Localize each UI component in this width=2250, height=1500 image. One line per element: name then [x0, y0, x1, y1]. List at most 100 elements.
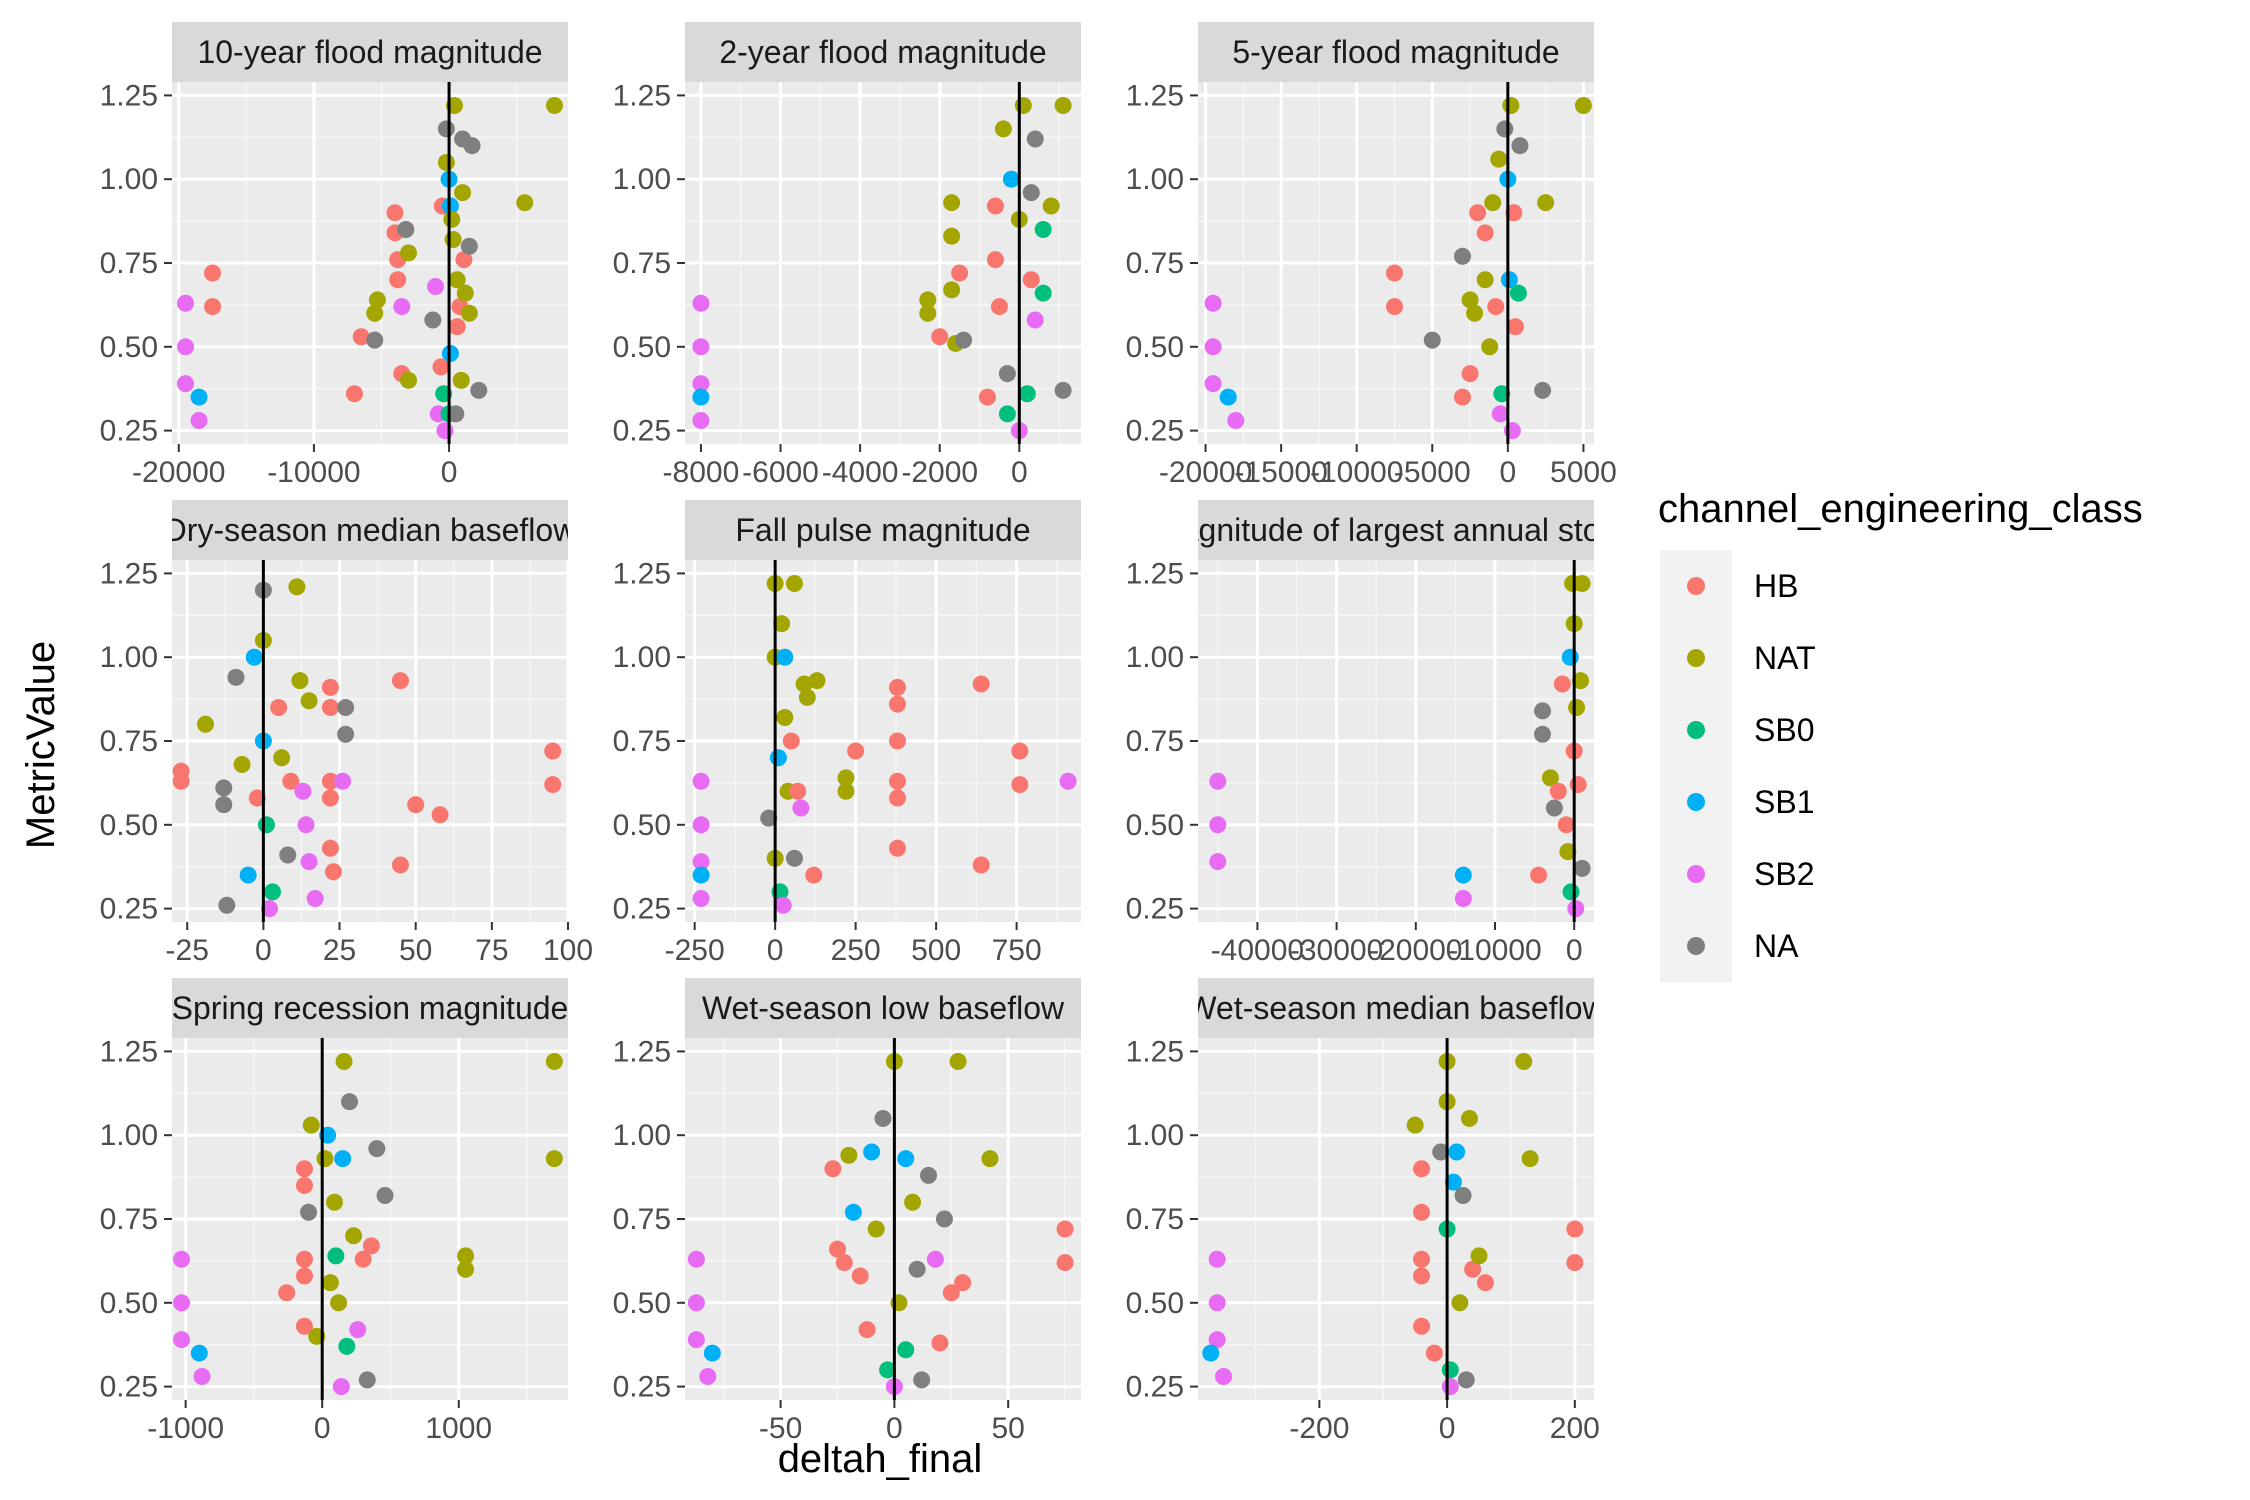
y-tick-label: 1.25	[1126, 557, 1184, 590]
data-point-na	[785, 849, 803, 867]
facet-title: Wet-season low baseflow	[702, 990, 1065, 1026]
data-point-hb	[1454, 388, 1472, 406]
data-point-hb	[978, 388, 996, 406]
data-point-hb	[1056, 1254, 1074, 1272]
data-point-hb	[544, 742, 562, 760]
data-point-nat	[1460, 1109, 1478, 1127]
y-tick-label: 1.00	[613, 1119, 671, 1152]
y-tick-label: 0.25	[613, 893, 671, 926]
facet-title: Dry-season median baseflow	[164, 512, 578, 548]
data-point-nat	[785, 574, 803, 592]
data-point-sb2	[1208, 1331, 1226, 1349]
panel-wet-season-low-baseflow: Wet-season low baseflow 0.25 0.50 0.75 1.00 1…	[613, 978, 1081, 1445]
y-tick-label: 0.50	[1126, 331, 1184, 364]
x-tick-label: -2000	[901, 456, 978, 489]
data-point-na	[913, 1371, 931, 1389]
facet-strip	[172, 978, 568, 1038]
legend-item-sb1: SB1	[1660, 766, 1814, 838]
data-point-sb2	[294, 782, 312, 800]
data-point-hb	[1549, 782, 1567, 800]
gridlines	[1198, 1038, 1594, 1400]
x-tick-label: -4000	[822, 456, 899, 489]
legend-swatch	[1687, 937, 1705, 955]
data-point-hb	[954, 1274, 972, 1292]
data-point-sb2	[300, 853, 318, 871]
legend-label: NAT	[1754, 640, 1816, 676]
data-point-nat	[1466, 304, 1484, 322]
data-point-sb1	[1454, 866, 1472, 884]
data-point-nat	[837, 782, 855, 800]
data-point-hb	[1476, 224, 1494, 242]
data-point-hb	[1476, 1274, 1494, 1292]
data-point-nat	[366, 304, 384, 322]
x-tick-label: -6000	[742, 456, 819, 489]
data-point-sb2	[1026, 311, 1044, 329]
data-point-sb2	[1204, 375, 1222, 393]
data-point-hb	[888, 732, 906, 750]
data-point-nat	[1490, 150, 1508, 168]
y-tick-label: 0.25	[1126, 1371, 1184, 1404]
data-point-sb1	[897, 1150, 915, 1168]
y-tick-label: 1.00	[613, 163, 671, 196]
x-tick-label: 50	[991, 1412, 1024, 1445]
data-point-sb2	[177, 375, 195, 393]
data-point-nat	[444, 231, 462, 249]
data-point-sb0	[327, 1247, 345, 1265]
data-point-na	[341, 1093, 359, 1111]
x-tick-label: 0	[441, 456, 458, 489]
data-point-sb2	[1208, 1294, 1226, 1312]
data-point-hb	[1506, 318, 1524, 336]
data-point-na	[437, 120, 455, 138]
data-point-hb	[1385, 298, 1403, 316]
data-point-sb2	[687, 1331, 705, 1349]
panel-10-year-flood-magnitude: 10-year flood magnitude 0.25 0.50 0.75 1.00 1…	[100, 22, 568, 489]
data-point-hb	[278, 1284, 296, 1302]
data-point-sb2	[687, 1294, 705, 1312]
x-tick-label: 0	[767, 934, 784, 967]
data-points	[173, 1052, 563, 1396]
x-tick-label: -40000	[1211, 934, 1304, 967]
data-point-nat	[919, 291, 937, 309]
y-tick-label: 0.25	[1126, 893, 1184, 926]
data-point-nat	[1014, 96, 1032, 114]
data-point-hb	[986, 251, 1004, 269]
data-point-na	[366, 331, 384, 349]
data-point-sb0	[1509, 284, 1527, 302]
data-point-nat	[1541, 769, 1559, 787]
data-points	[692, 574, 1077, 914]
facet-title: Magnitude of largest annual storm	[1154, 512, 1638, 548]
data-point-na	[955, 331, 973, 349]
data-point-sb1	[1444, 1173, 1462, 1191]
data-point-sb2	[692, 338, 710, 356]
data-point-hb	[789, 782, 807, 800]
data-point-sb1	[769, 749, 787, 767]
data-point-sb1	[334, 1150, 352, 1168]
data-point-hb	[389, 271, 407, 289]
data-point-nat	[795, 675, 813, 693]
data-point-sb1	[239, 866, 257, 884]
data-point-nat	[368, 291, 386, 309]
data-point-hb	[1011, 742, 1029, 760]
x-tick-label: -30000	[1290, 934, 1383, 967]
y-tick-label: 0.50	[100, 331, 158, 364]
y-tick-label: 0.75	[100, 247, 158, 280]
data-point-sb0	[1034, 220, 1052, 238]
data-point-na	[1545, 799, 1563, 817]
x-tick-label: -5000	[1394, 456, 1471, 489]
y-tick-label: 0.25	[100, 1371, 158, 1404]
data-point-sb1	[1219, 388, 1237, 406]
legend-label: SB0	[1754, 712, 1814, 748]
data-point-nat	[1572, 672, 1590, 690]
data-point-sb1	[190, 388, 208, 406]
data-point-hb	[448, 318, 466, 336]
data-point-na	[1454, 247, 1472, 265]
data-point-nat	[400, 371, 418, 389]
y-tick-label: 0.75	[1126, 1203, 1184, 1236]
data-point-na	[337, 725, 355, 743]
data-point-na	[376, 1187, 394, 1205]
x-tick-label: 50	[399, 934, 432, 967]
facet-strip	[1198, 22, 1594, 82]
x-tick-label: 0	[1566, 934, 1583, 967]
data-point-sb0	[998, 405, 1016, 423]
data-point-na	[920, 1166, 938, 1184]
